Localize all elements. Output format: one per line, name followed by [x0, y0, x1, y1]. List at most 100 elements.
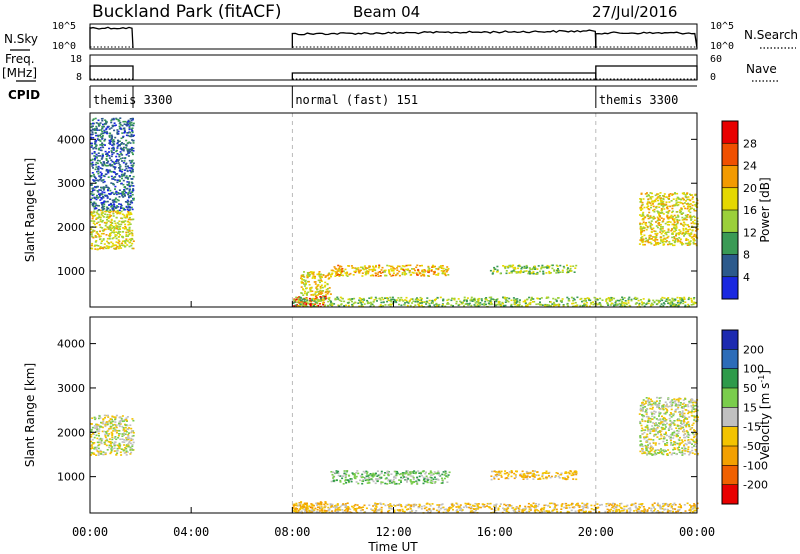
heatmap-cell — [523, 270, 526, 273]
heatmap-cell — [543, 506, 546, 509]
heatmap-cell — [575, 504, 577, 506]
heatmap-cell — [533, 265, 536, 268]
heatmap-cell — [90, 129, 93, 132]
heatmap-cell — [633, 510, 636, 512]
heatmap-cell — [579, 298, 582, 301]
heatmap-cell — [673, 204, 676, 207]
heatmap-cell — [303, 292, 306, 295]
heatmap-cell — [112, 230, 115, 232]
heatmap-cell — [519, 272, 522, 274]
heatmap-cell — [689, 242, 692, 245]
heatmap-cell — [115, 234, 118, 236]
heatmap-cell — [121, 217, 124, 220]
heatmap-cell — [558, 477, 561, 479]
heatmap-cell — [427, 269, 430, 272]
heatmap-cell — [332, 471, 334, 473]
heatmap-cell — [658, 400, 661, 402]
heatmap-cell — [496, 270, 499, 273]
heatmap-cell — [126, 187, 129, 190]
heatmap-cell — [97, 233, 100, 235]
heatmap-cell — [292, 510, 295, 512]
heatmap-cell — [90, 137, 93, 140]
heatmap-cell — [646, 240, 649, 243]
heatmap-cell — [550, 475, 553, 478]
heatmap-cell — [673, 223, 675, 226]
heatmap-cell — [562, 304, 565, 306]
heatmap-cell — [683, 218, 686, 221]
heatmap-cell — [409, 304, 412, 307]
heatmap-cell — [652, 209, 654, 212]
heatmap-cell — [413, 470, 416, 472]
heatmap-cell — [92, 189, 94, 191]
heatmap-cell — [406, 508, 408, 511]
heatmap-cell — [664, 300, 667, 302]
heatmap-cell — [91, 438, 94, 441]
heatmap-cell — [681, 454, 684, 456]
heatmap-cell — [109, 215, 111, 218]
heatmap-cell — [374, 509, 377, 512]
heatmap-cell — [543, 504, 546, 507]
heatmap-cell — [115, 237, 118, 240]
heatmap-cell — [676, 240, 679, 243]
heatmap-cell — [99, 449, 102, 452]
heatmap-cell — [388, 265, 391, 267]
heatmap-cell — [347, 479, 350, 481]
heatmap-cell — [124, 429, 127, 432]
heatmap-cell — [365, 507, 368, 510]
heatmap-cell — [624, 302, 627, 304]
heatmap-cell — [381, 266, 384, 269]
heatmap-cell — [131, 238, 134, 241]
heatmap-cell — [479, 506, 482, 509]
heatmap-cell — [369, 301, 372, 304]
heatmap-cell — [556, 265, 559, 268]
heatmap-cell — [556, 510, 559, 513]
heatmap-cell — [125, 419, 127, 421]
heatmap-cell — [578, 509, 581, 511]
heatmap-cell — [105, 168, 108, 171]
heatmap-cell — [107, 171, 110, 174]
heatmap-cell — [433, 476, 436, 479]
heatmap-cell — [463, 305, 465, 307]
heatmap-cell — [668, 197, 670, 200]
heatmap-cell — [372, 505, 375, 507]
heatmap-cell — [105, 431, 107, 433]
heatmap-cell — [681, 197, 684, 200]
heatmap-cell — [613, 297, 616, 300]
heatmap-cell — [322, 274, 325, 277]
heatmap-cell — [112, 424, 114, 426]
heatmap-cell — [132, 432, 135, 434]
heatmap-cell — [438, 511, 440, 513]
heatmap-cell — [546, 304, 549, 306]
heatmap-cell — [375, 505, 378, 507]
heatmap-cell — [352, 506, 355, 509]
heatmap-cell — [634, 502, 637, 505]
heatmap-cell — [335, 509, 338, 511]
heatmap-cell — [689, 205, 692, 208]
heatmap-cell — [397, 297, 400, 299]
heatmap-cell — [641, 302, 644, 305]
heatmap-cell — [662, 198, 665, 200]
heatmap-cell — [464, 505, 467, 507]
heatmap-cell — [109, 425, 112, 428]
heatmap-cell — [304, 280, 307, 283]
heatmap-cell — [119, 151, 122, 153]
heatmap-cell — [100, 180, 103, 182]
heatmap-cell — [378, 476, 381, 479]
heatmap-cell — [128, 432, 130, 434]
heatmap-cell — [116, 205, 119, 207]
heatmap-cell — [684, 217, 687, 219]
heatmap-cell — [132, 434, 135, 437]
heatmap-cell — [341, 477, 344, 480]
y-tick-label: 4000 — [57, 133, 85, 146]
heatmap-cell — [96, 430, 99, 432]
heatmap-cell — [121, 242, 123, 245]
heatmap-cell — [605, 503, 608, 505]
heatmap-cell — [435, 268, 438, 270]
heatmap-cell — [130, 119, 133, 122]
heatmap-cell — [422, 274, 424, 276]
heatmap-cell — [132, 142, 135, 144]
heatmap-cell — [110, 203, 113, 206]
heatmap-cell — [397, 504, 400, 506]
heatmap-cell — [530, 504, 533, 507]
heatmap-cell — [393, 268, 396, 270]
